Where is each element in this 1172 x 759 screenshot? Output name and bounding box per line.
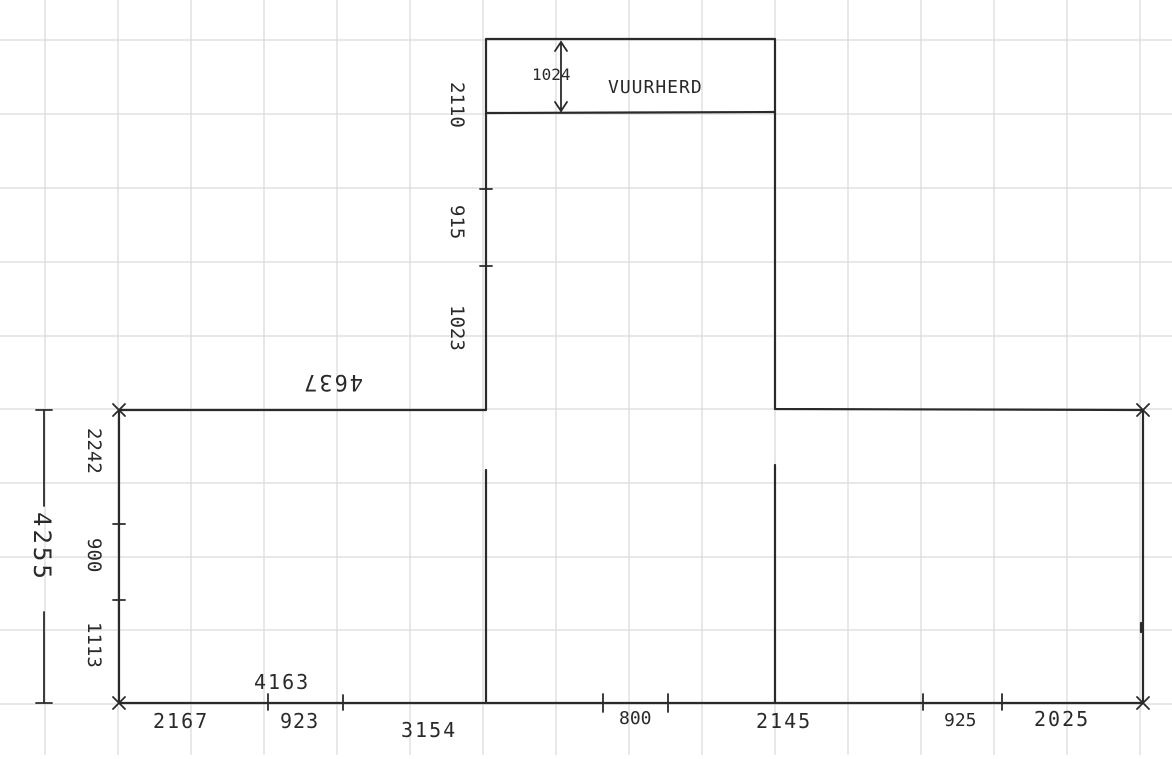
tick-bottom-0b — [112, 696, 126, 710]
floor-plan-outline — [117, 37, 1145, 705]
label-800: 800 — [619, 708, 652, 729]
dimension-labels: VUURHERD 1024 2110 915 1023 4637 2242 90… — [28, 65, 1090, 742]
label-2167: 2167 — [153, 709, 209, 733]
label-2025: 2025 — [1034, 707, 1090, 731]
tick-right-top-b — [1136, 403, 1150, 417]
label-4255: 4255 — [28, 512, 56, 582]
label-900: 900 — [83, 538, 105, 572]
label-925: 925 — [944, 710, 977, 731]
label-3154: 3154 — [401, 718, 457, 742]
label-2110: 2110 — [446, 82, 468, 128]
label-1023: 1023 — [446, 305, 468, 351]
hearth-line — [484, 110, 777, 115]
label-915: 915 — [446, 205, 468, 239]
label-2242: 2242 — [83, 428, 105, 474]
arrow-1024-bottom-head — [554, 101, 568, 113]
label-1024: 1024 — [532, 65, 571, 84]
dimension-marks — [35, 40, 1150, 713]
label-4637: 4637 — [302, 369, 363, 394]
arrow-1024-top-head — [554, 40, 568, 52]
tick-bottom-7b — [1136, 696, 1150, 710]
label-923: 923 — [280, 709, 319, 733]
label-1113: 1113 — [83, 622, 105, 668]
label-2145: 2145 — [756, 709, 812, 733]
hearth-label: VUURHERD — [608, 77, 703, 98]
label-4163: 4163 — [254, 670, 310, 694]
plan-outline-path — [117, 37, 1145, 705]
tick-left-corner-top-b — [112, 403, 126, 417]
